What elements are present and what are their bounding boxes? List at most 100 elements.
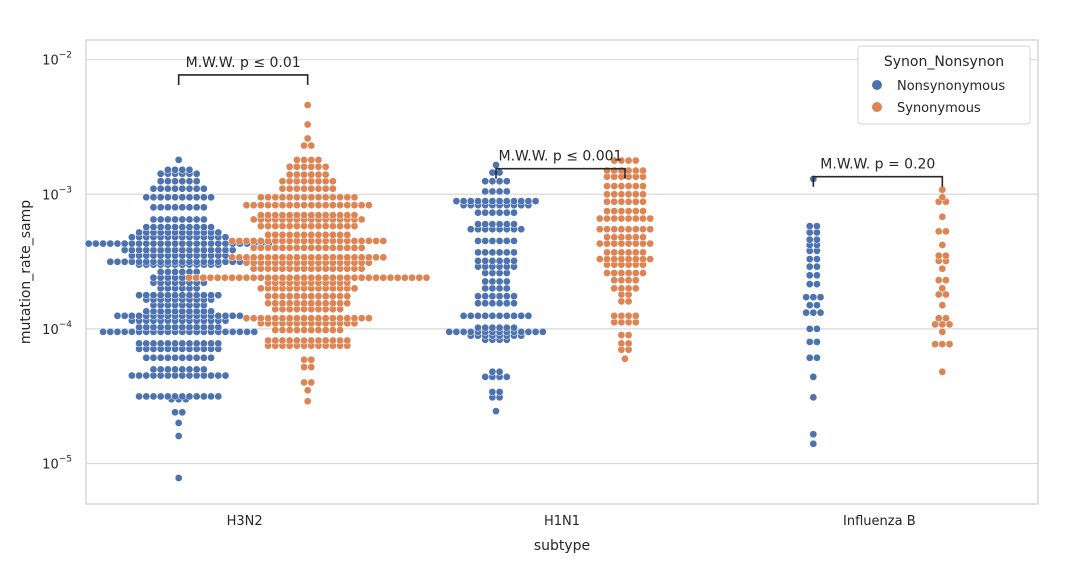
data-point xyxy=(135,291,143,300)
data-point xyxy=(805,228,814,237)
data-point xyxy=(271,299,280,308)
data-point xyxy=(415,273,424,282)
data-point xyxy=(488,269,497,277)
data-point xyxy=(517,225,526,234)
data-point xyxy=(106,239,115,248)
data-point xyxy=(156,323,165,331)
data-point xyxy=(249,237,258,245)
data-point xyxy=(221,328,230,336)
data-point xyxy=(343,299,352,308)
data-point xyxy=(336,336,344,345)
data-point xyxy=(120,311,129,320)
data-point xyxy=(303,134,312,143)
data-point xyxy=(278,292,287,301)
data-point xyxy=(293,222,301,230)
data-point xyxy=(357,237,366,245)
data-point xyxy=(142,246,151,254)
data-point xyxy=(942,290,950,299)
significance-label: M.W.W. p = 0.20 xyxy=(820,157,935,173)
data-point xyxy=(249,314,258,323)
data-point xyxy=(300,299,308,308)
y-tick-label: 10−4 xyxy=(42,320,72,338)
data-point xyxy=(365,237,373,245)
data-point xyxy=(271,273,280,282)
data-point xyxy=(603,197,611,206)
data-point xyxy=(178,365,187,374)
data-point xyxy=(631,284,640,293)
data-point xyxy=(488,323,497,332)
data-point xyxy=(128,311,136,320)
data-point xyxy=(488,292,497,301)
data-point xyxy=(192,193,201,202)
data-point xyxy=(631,269,640,277)
data-point xyxy=(350,222,359,230)
data-point xyxy=(164,203,172,212)
data-point xyxy=(206,273,215,282)
data-point xyxy=(185,353,194,362)
data-point xyxy=(617,207,626,215)
data-point xyxy=(481,257,490,265)
data-point xyxy=(120,246,129,254)
data-point xyxy=(610,207,619,215)
data-point xyxy=(192,291,201,300)
data-point xyxy=(192,169,201,178)
data-point xyxy=(293,177,301,186)
data-point xyxy=(192,177,201,186)
data-point xyxy=(624,233,633,242)
data-point xyxy=(257,222,265,230)
data-point xyxy=(278,326,287,334)
data-point xyxy=(631,311,640,320)
data-point xyxy=(164,165,172,174)
data-point xyxy=(595,214,604,223)
data-point xyxy=(502,177,511,186)
data-point xyxy=(293,273,301,282)
data-point xyxy=(631,239,640,248)
data-point xyxy=(474,220,482,228)
data-point xyxy=(336,292,344,301)
data-point xyxy=(185,323,194,331)
data-point xyxy=(617,269,626,277)
data-point xyxy=(365,314,373,323)
data-point xyxy=(156,365,165,374)
data-point xyxy=(617,284,626,293)
data-point xyxy=(813,228,821,237)
data-point xyxy=(639,197,647,206)
data-point xyxy=(510,292,518,301)
data-point xyxy=(271,201,280,210)
data-point xyxy=(639,233,647,242)
data-point xyxy=(242,273,251,282)
data-point xyxy=(178,215,187,224)
data-point xyxy=(200,239,208,248)
data-point xyxy=(300,162,308,171)
data-point xyxy=(178,339,187,348)
data-point xyxy=(271,222,280,230)
data-point xyxy=(379,253,388,262)
data-point xyxy=(603,233,611,242)
data-point xyxy=(474,323,482,332)
data-point xyxy=(171,365,179,374)
data-point xyxy=(631,233,640,242)
data-point xyxy=(610,276,619,285)
data-point xyxy=(278,193,287,202)
data-point xyxy=(495,187,504,196)
data-point xyxy=(321,170,330,179)
data-point xyxy=(156,203,165,212)
data-point xyxy=(278,230,287,239)
data-point xyxy=(285,230,294,239)
data-point xyxy=(285,222,294,230)
data-point xyxy=(200,246,208,254)
data-point xyxy=(481,177,490,186)
data-point xyxy=(809,439,818,448)
data-point xyxy=(156,223,165,231)
data-point xyxy=(164,239,172,248)
data-point xyxy=(481,323,490,332)
data-point xyxy=(617,248,626,257)
data-point xyxy=(343,243,352,252)
data-point xyxy=(207,323,215,331)
data-point xyxy=(192,246,201,254)
data-point xyxy=(343,193,352,202)
data-point xyxy=(321,193,330,202)
data-point xyxy=(185,165,194,174)
data-point xyxy=(350,211,359,219)
data-point xyxy=(200,339,208,348)
